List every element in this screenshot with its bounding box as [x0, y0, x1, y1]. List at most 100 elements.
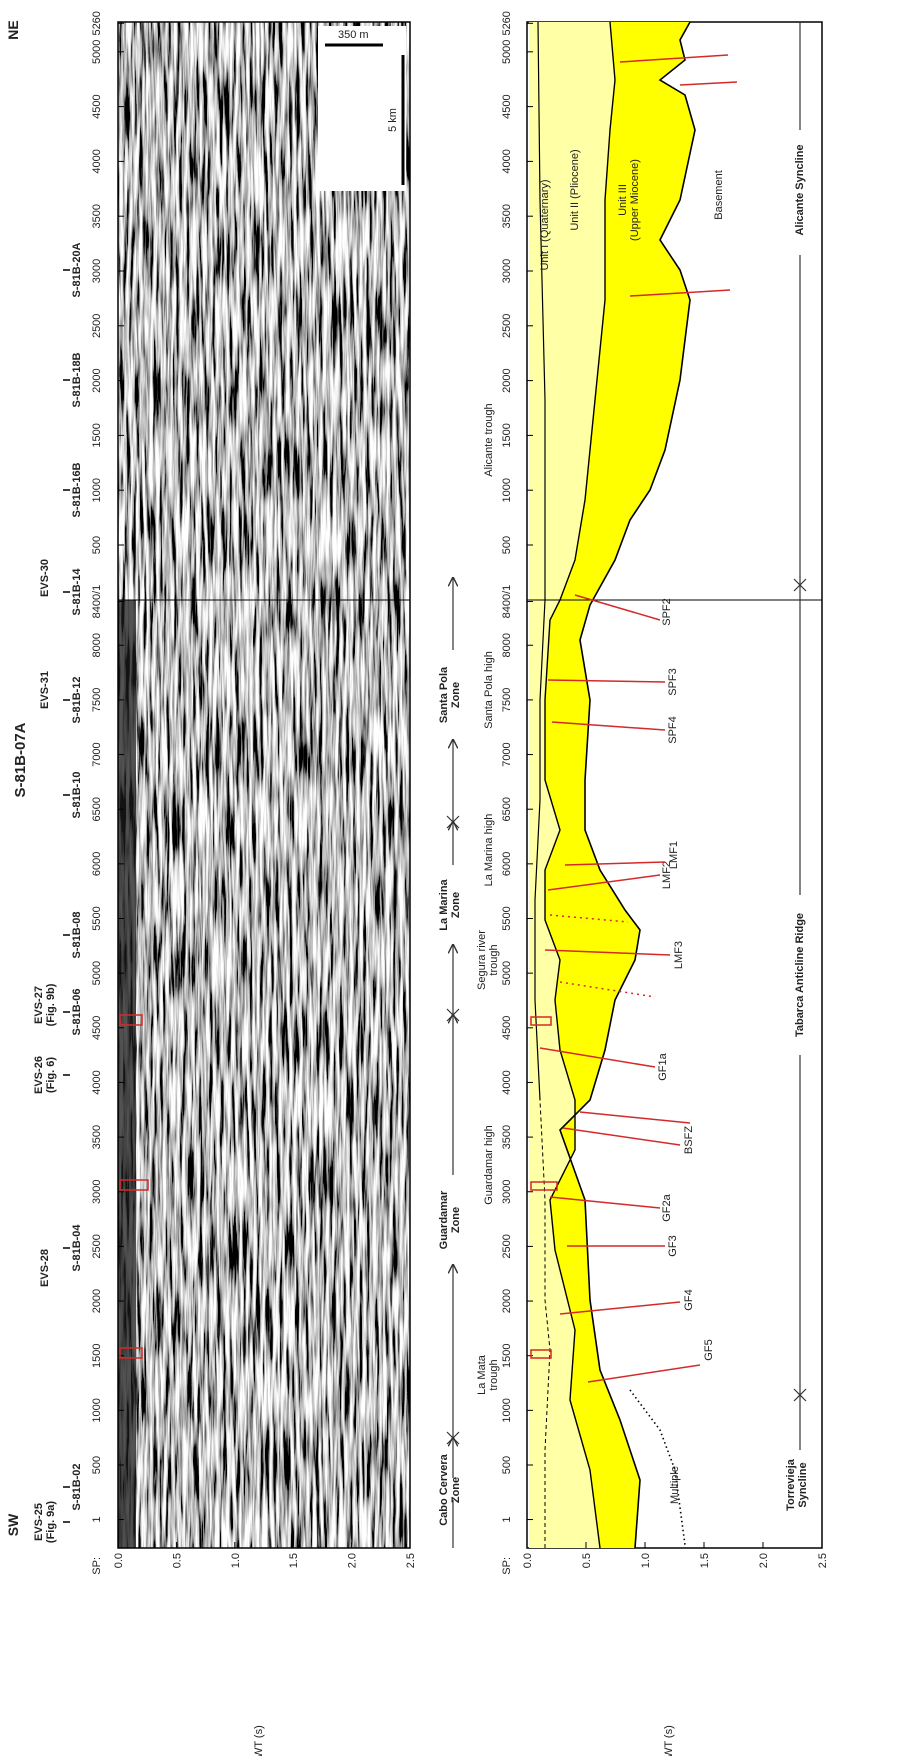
sp-tick-label: 1000 — [91, 478, 103, 502]
scale-label: 5 km — [387, 108, 399, 132]
fault-label: BSFZ — [683, 1126, 695, 1154]
fault-label: GF5 — [703, 1339, 715, 1360]
zone-label: Zone — [450, 682, 462, 708]
twt-tick-label: 0.0 — [522, 1553, 534, 1568]
evs-profile: EVS-30 — [39, 559, 51, 597]
unit-iii-fill — [545, 22, 695, 1548]
crossing-line: S-81B-12 — [71, 676, 83, 723]
fault — [559, 1301, 681, 1315]
evs-box — [530, 1349, 552, 1359]
zone-label: Zone — [450, 1477, 462, 1503]
sp-tick-label: 2000 — [501, 1289, 513, 1313]
crossing-line: S-81B-10 — [71, 771, 83, 818]
sp-tick-label: 8400/1 — [91, 585, 103, 619]
sp-tick-label: 500 — [91, 1456, 103, 1474]
area-label: La Mata — [476, 1354, 488, 1395]
sp-tick-label: 8400/1 — [501, 585, 513, 619]
seismic-frame — [117, 21, 411, 1549]
sp-tick-label: 4000 — [501, 1070, 513, 1094]
fault — [574, 594, 661, 621]
ne-label: NE — [5, 20, 21, 39]
fault — [549, 1196, 661, 1209]
evs-profile: (Fig. 9a) — [45, 1501, 57, 1544]
zone-boundary — [446, 815, 460, 829]
fault — [587, 1364, 701, 1383]
fault-inferred — [559, 981, 656, 998]
sp-tick-label: 4500 — [91, 1016, 103, 1040]
evs-box — [119, 1014, 143, 1026]
structure-label: Alicante Syncline — [794, 144, 806, 235]
sp-tick-label: 2500 — [91, 314, 103, 338]
unit-label: Basement — [713, 170, 725, 220]
evs-box — [530, 1016, 552, 1026]
sp-tick-label: 5260 — [501, 11, 513, 35]
fault — [679, 81, 738, 86]
sw-label: SW — [5, 1513, 21, 1536]
zone-boundary — [446, 1008, 460, 1022]
unit-label: Unit I (Quaternary) — [539, 179, 551, 270]
fault-label: GF3 — [667, 1235, 679, 1256]
sp-tick-label: 7500 — [501, 688, 513, 712]
evs-profile: EVS-28 — [39, 1249, 51, 1287]
crossing-line: S-81B-06 — [71, 988, 83, 1035]
crossing-line: S-81B-14 — [71, 568, 83, 616]
area-label: La Marina high — [483, 814, 495, 887]
zone-label: Zone — [450, 892, 462, 918]
evs-box — [119, 1179, 149, 1191]
sp-tick-label: 500 — [501, 1456, 513, 1474]
sp-tick-label: 3500 — [501, 1125, 513, 1149]
zone-label: Santa Pola — [438, 666, 450, 723]
structure-label: Tabarca Anticline Ridge — [794, 913, 806, 1037]
twt-tick-label: 2.0 — [347, 1553, 359, 1568]
fault-label: GF1a — [657, 1052, 669, 1080]
sp-tick-label: 5500 — [91, 906, 103, 930]
fault — [564, 861, 666, 866]
evs-profile: (Fig. 6) — [45, 1057, 57, 1093]
sp-tick-label: 7500 — [91, 688, 103, 712]
area-label: trough — [488, 944, 500, 975]
sp-tick-label: 1500 — [91, 423, 103, 447]
sp-tick-label: 3500 — [91, 1125, 103, 1149]
fault-label: LMF2 — [661, 861, 673, 889]
crossing-line: S-81B-18B — [71, 352, 83, 407]
fault — [579, 1111, 691, 1124]
unit-i-base — [534, 21, 546, 1101]
structure-boundary — [793, 1388, 807, 1402]
twt-tick-label: 1.5 — [288, 1553, 300, 1568]
sp-tick-label: 1500 — [91, 1343, 103, 1367]
fault — [547, 874, 661, 891]
sp-tick-label: 6000 — [501, 852, 513, 876]
unit-label: (Upper Miocene) — [629, 159, 641, 241]
evs-box — [119, 1347, 143, 1359]
sp-tick-label: 7000 — [91, 742, 103, 766]
sp-tick-label: 3000 — [91, 259, 103, 283]
twt-tick-label: 1.5 — [699, 1553, 711, 1568]
fault-label: LMF1 — [668, 841, 680, 869]
twt-tick-label: 0.5 — [581, 1553, 593, 1568]
sp-tick-label: 7000 — [501, 742, 513, 766]
twt-axis-label: TWT (s) — [253, 1725, 265, 1756]
structure-label: Torrevieja — [785, 1458, 797, 1511]
zone-label: Cabo Cervera — [438, 1453, 450, 1525]
zone-boundary — [446, 1431, 460, 1445]
twt-tick-label: 1.0 — [230, 1553, 242, 1568]
area-label: Santa Pola high — [483, 651, 495, 729]
sp-tick-label: 5000 — [91, 40, 103, 64]
sp-tick-label: 8000 — [91, 633, 103, 657]
sp-tick-label: 500 — [501, 536, 513, 554]
sp-tick-label: 3000 — [501, 259, 513, 283]
sp-tick-label: 1500 — [501, 423, 513, 447]
sp-tick-label: 3500 — [501, 204, 513, 228]
sp-tick-label: 2000 — [501, 368, 513, 392]
crossing-line: S-81B-04 — [71, 1224, 83, 1272]
sp-tick-label: 4000 — [91, 149, 103, 173]
zone-label: Guardamar — [438, 1190, 450, 1249]
crossing-line: S-81B-20A — [71, 242, 83, 297]
crossing-line: S-81B-02 — [71, 1463, 83, 1510]
sp-tick-label: 5000 — [501, 961, 513, 985]
area-label: Segura river — [476, 930, 488, 990]
sp-tick-label: 5000 — [91, 961, 103, 985]
sp-tick-label: 8000 — [501, 633, 513, 657]
fault-inferred — [549, 914, 629, 923]
